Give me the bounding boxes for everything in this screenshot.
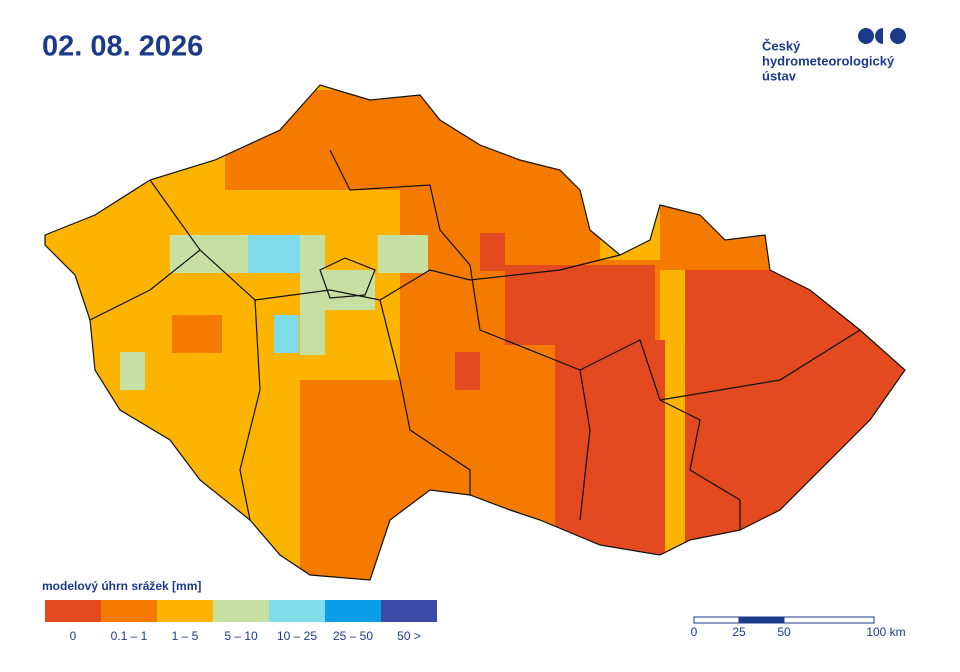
legend-label: 25 – 50: [333, 629, 373, 643]
map-cell: [248, 235, 300, 273]
scale-label: 0: [691, 625, 698, 639]
logo-text: hydrometeorologický: [762, 53, 895, 68]
map-cell: [660, 200, 770, 270]
logo-dot: [875, 28, 883, 44]
date-title: 02. 08. 2026: [42, 31, 203, 63]
map-cell: [555, 340, 665, 580]
scale-label: 50: [777, 625, 791, 639]
legend-label: 10 – 25: [277, 629, 317, 643]
legend-title: modelový úhrn srážek [mm]: [42, 579, 201, 593]
logo-text: ústav: [762, 68, 797, 83]
scale-bar: 0 25 50 100 km: [691, 616, 906, 639]
map-cell: [455, 352, 480, 390]
map-cell: [300, 380, 410, 580]
map-cell: [685, 270, 905, 570]
map-cell: [480, 233, 505, 271]
legend-swatch: [157, 600, 213, 622]
logo: Český hydrometeorologický ústav: [762, 28, 906, 83]
scale-label: 25: [732, 625, 746, 639]
map-cell: [170, 235, 250, 273]
map-cell: [120, 352, 145, 390]
logo-text: Český: [762, 38, 801, 53]
legend-label: 1 – 5: [172, 629, 199, 643]
map-cell: [378, 235, 428, 273]
legend: 0 0.1 – 1 1 – 5 5 – 10 10 – 25 25 – 50 50 >: [45, 600, 437, 643]
scale-label: 100 km: [866, 625, 905, 639]
legend-label: 0: [70, 629, 77, 643]
legend-swatch: [381, 600, 437, 622]
map-cell: [172, 315, 222, 353]
logo-dot: [858, 28, 874, 44]
legend-swatch: [269, 600, 325, 622]
legend-swatch: [325, 600, 381, 622]
legend-swatch: [213, 600, 269, 622]
legend-swatch: [45, 600, 101, 622]
legend-label: 5 – 10: [224, 629, 258, 643]
legend-swatch: [101, 600, 157, 622]
logo-dot: [890, 28, 906, 44]
region-borders: [89, 149, 861, 530]
map-cell: [505, 265, 655, 345]
map-cell: [225, 90, 405, 190]
scale-segment: [739, 617, 784, 623]
map-cell: [274, 315, 299, 353]
map-cell: [300, 235, 325, 355]
legend-label: 0.1 – 1: [111, 629, 148, 643]
legend-label: 50 >: [397, 629, 421, 643]
